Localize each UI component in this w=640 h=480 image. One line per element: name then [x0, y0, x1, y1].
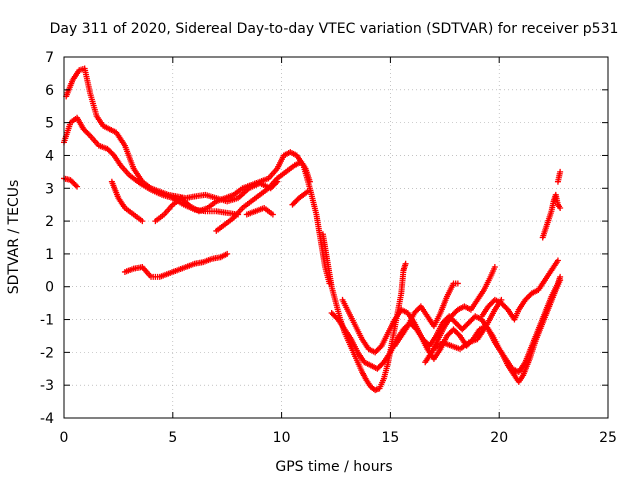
series-track-p [478, 257, 561, 323]
y-tick-label: 6 [45, 83, 54, 99]
y-tick-label: -2 [40, 345, 54, 361]
x-tick-label: 20 [490, 430, 508, 446]
y-axis-label: SDTVAR / TECUs [6, 180, 22, 295]
series-track-r [554, 168, 564, 185]
plot-frame [63, 56, 609, 419]
series-track-n [422, 264, 498, 366]
data-point [402, 260, 409, 267]
series-track-g [243, 204, 276, 218]
data-point [554, 257, 561, 264]
data-point [269, 211, 276, 218]
series-track-c [61, 175, 81, 190]
y-tick-label: -1 [40, 313, 54, 329]
series-track-h [289, 188, 311, 208]
x-tick-label: 0 [60, 430, 69, 446]
data-point [224, 250, 231, 257]
data-point [306, 178, 313, 185]
x-tick-label: 5 [168, 430, 177, 446]
y-tick-label: 1 [45, 247, 54, 263]
x-tick-label: 15 [381, 430, 399, 446]
series-track-m [391, 280, 461, 349]
data-point [304, 188, 311, 195]
series-track-i [121, 250, 231, 280]
data-point [377, 344, 384, 351]
y-tick-label: 3 [45, 181, 54, 197]
data-point [491, 264, 498, 271]
data-point [557, 273, 564, 280]
axis-ticks: 0 5 10 15 20 25 -4 -3 -2 -1 0 1 2 3 4 5 6 7 [40, 50, 617, 446]
y-tick-label: 4 [45, 148, 54, 164]
data-points [61, 65, 564, 394]
series-track-d [108, 178, 146, 225]
data-point [74, 183, 81, 190]
data-point [72, 182, 79, 189]
x-tick-label: 25 [599, 430, 617, 446]
data-point [557, 168, 564, 175]
y-tick-label: 7 [45, 50, 54, 66]
y-tick-label: -3 [40, 378, 54, 394]
y-tick-label: 0 [45, 280, 54, 296]
y-tick-label: -4 [40, 411, 54, 427]
y-tick-label: 2 [45, 214, 54, 230]
data-point [85, 131, 92, 138]
y-tick-label: 5 [45, 116, 54, 132]
data-point [557, 204, 564, 211]
series-track-f [213, 159, 313, 234]
series-track-q [539, 191, 564, 241]
data-point [454, 280, 461, 287]
x-axis-label: GPS time / hours [275, 459, 392, 475]
data-point [139, 218, 146, 225]
chart-title: Day 311 of 2020, Sidereal Day-to-day VTE… [50, 21, 619, 37]
x-tick-label: 10 [273, 430, 291, 446]
